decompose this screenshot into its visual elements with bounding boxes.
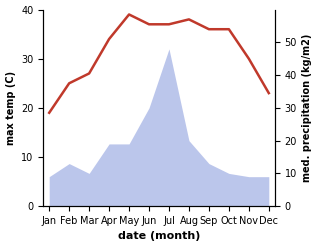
X-axis label: date (month): date (month)	[118, 231, 200, 242]
Y-axis label: max temp (C): max temp (C)	[5, 71, 16, 145]
Y-axis label: med. precipitation (kg/m2): med. precipitation (kg/m2)	[302, 34, 313, 182]
